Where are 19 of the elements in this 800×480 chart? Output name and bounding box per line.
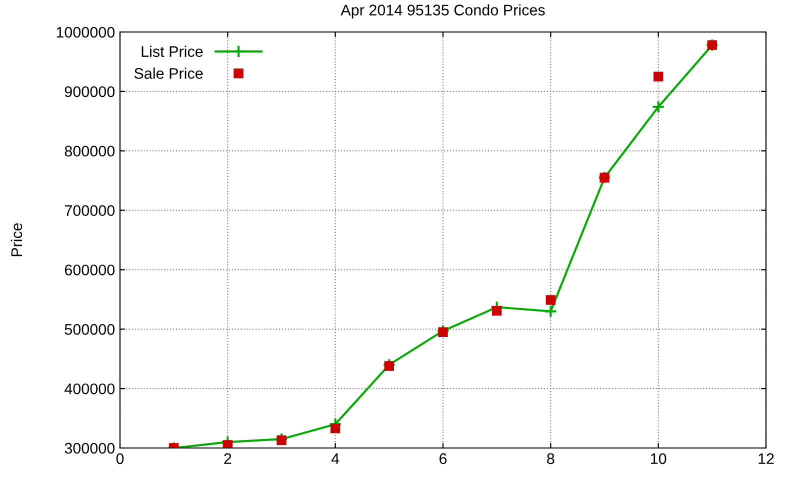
x-tick-label: 2 xyxy=(224,453,232,464)
x-tick-label: 10 xyxy=(651,453,666,464)
y-tick-label: 700000 xyxy=(64,205,115,216)
x-tick-label: 4 xyxy=(331,453,340,464)
y-tick-label: 500000 xyxy=(64,324,115,335)
legend-label: List Price xyxy=(142,46,203,57)
x-tick-label: 0 xyxy=(116,453,124,464)
x-tick-label: 6 xyxy=(440,453,447,464)
y-tick-label: 300000 xyxy=(64,442,115,454)
x-tick-label: 12 xyxy=(758,453,774,464)
chart-title: Apr 2014 95135 Condo Prices xyxy=(340,4,545,19)
y-axis-title: Price xyxy=(10,223,22,256)
y-tick-label: 800000 xyxy=(64,146,115,157)
y-tick-label: 600000 xyxy=(64,264,115,276)
y-tick-label: 900000 xyxy=(64,86,115,98)
legend-label: Sale Price xyxy=(134,68,203,79)
y-tick-label: 400000 xyxy=(64,383,115,394)
y-tick-label: 1000000 xyxy=(56,26,115,38)
x-tick-label: 8 xyxy=(547,453,554,464)
